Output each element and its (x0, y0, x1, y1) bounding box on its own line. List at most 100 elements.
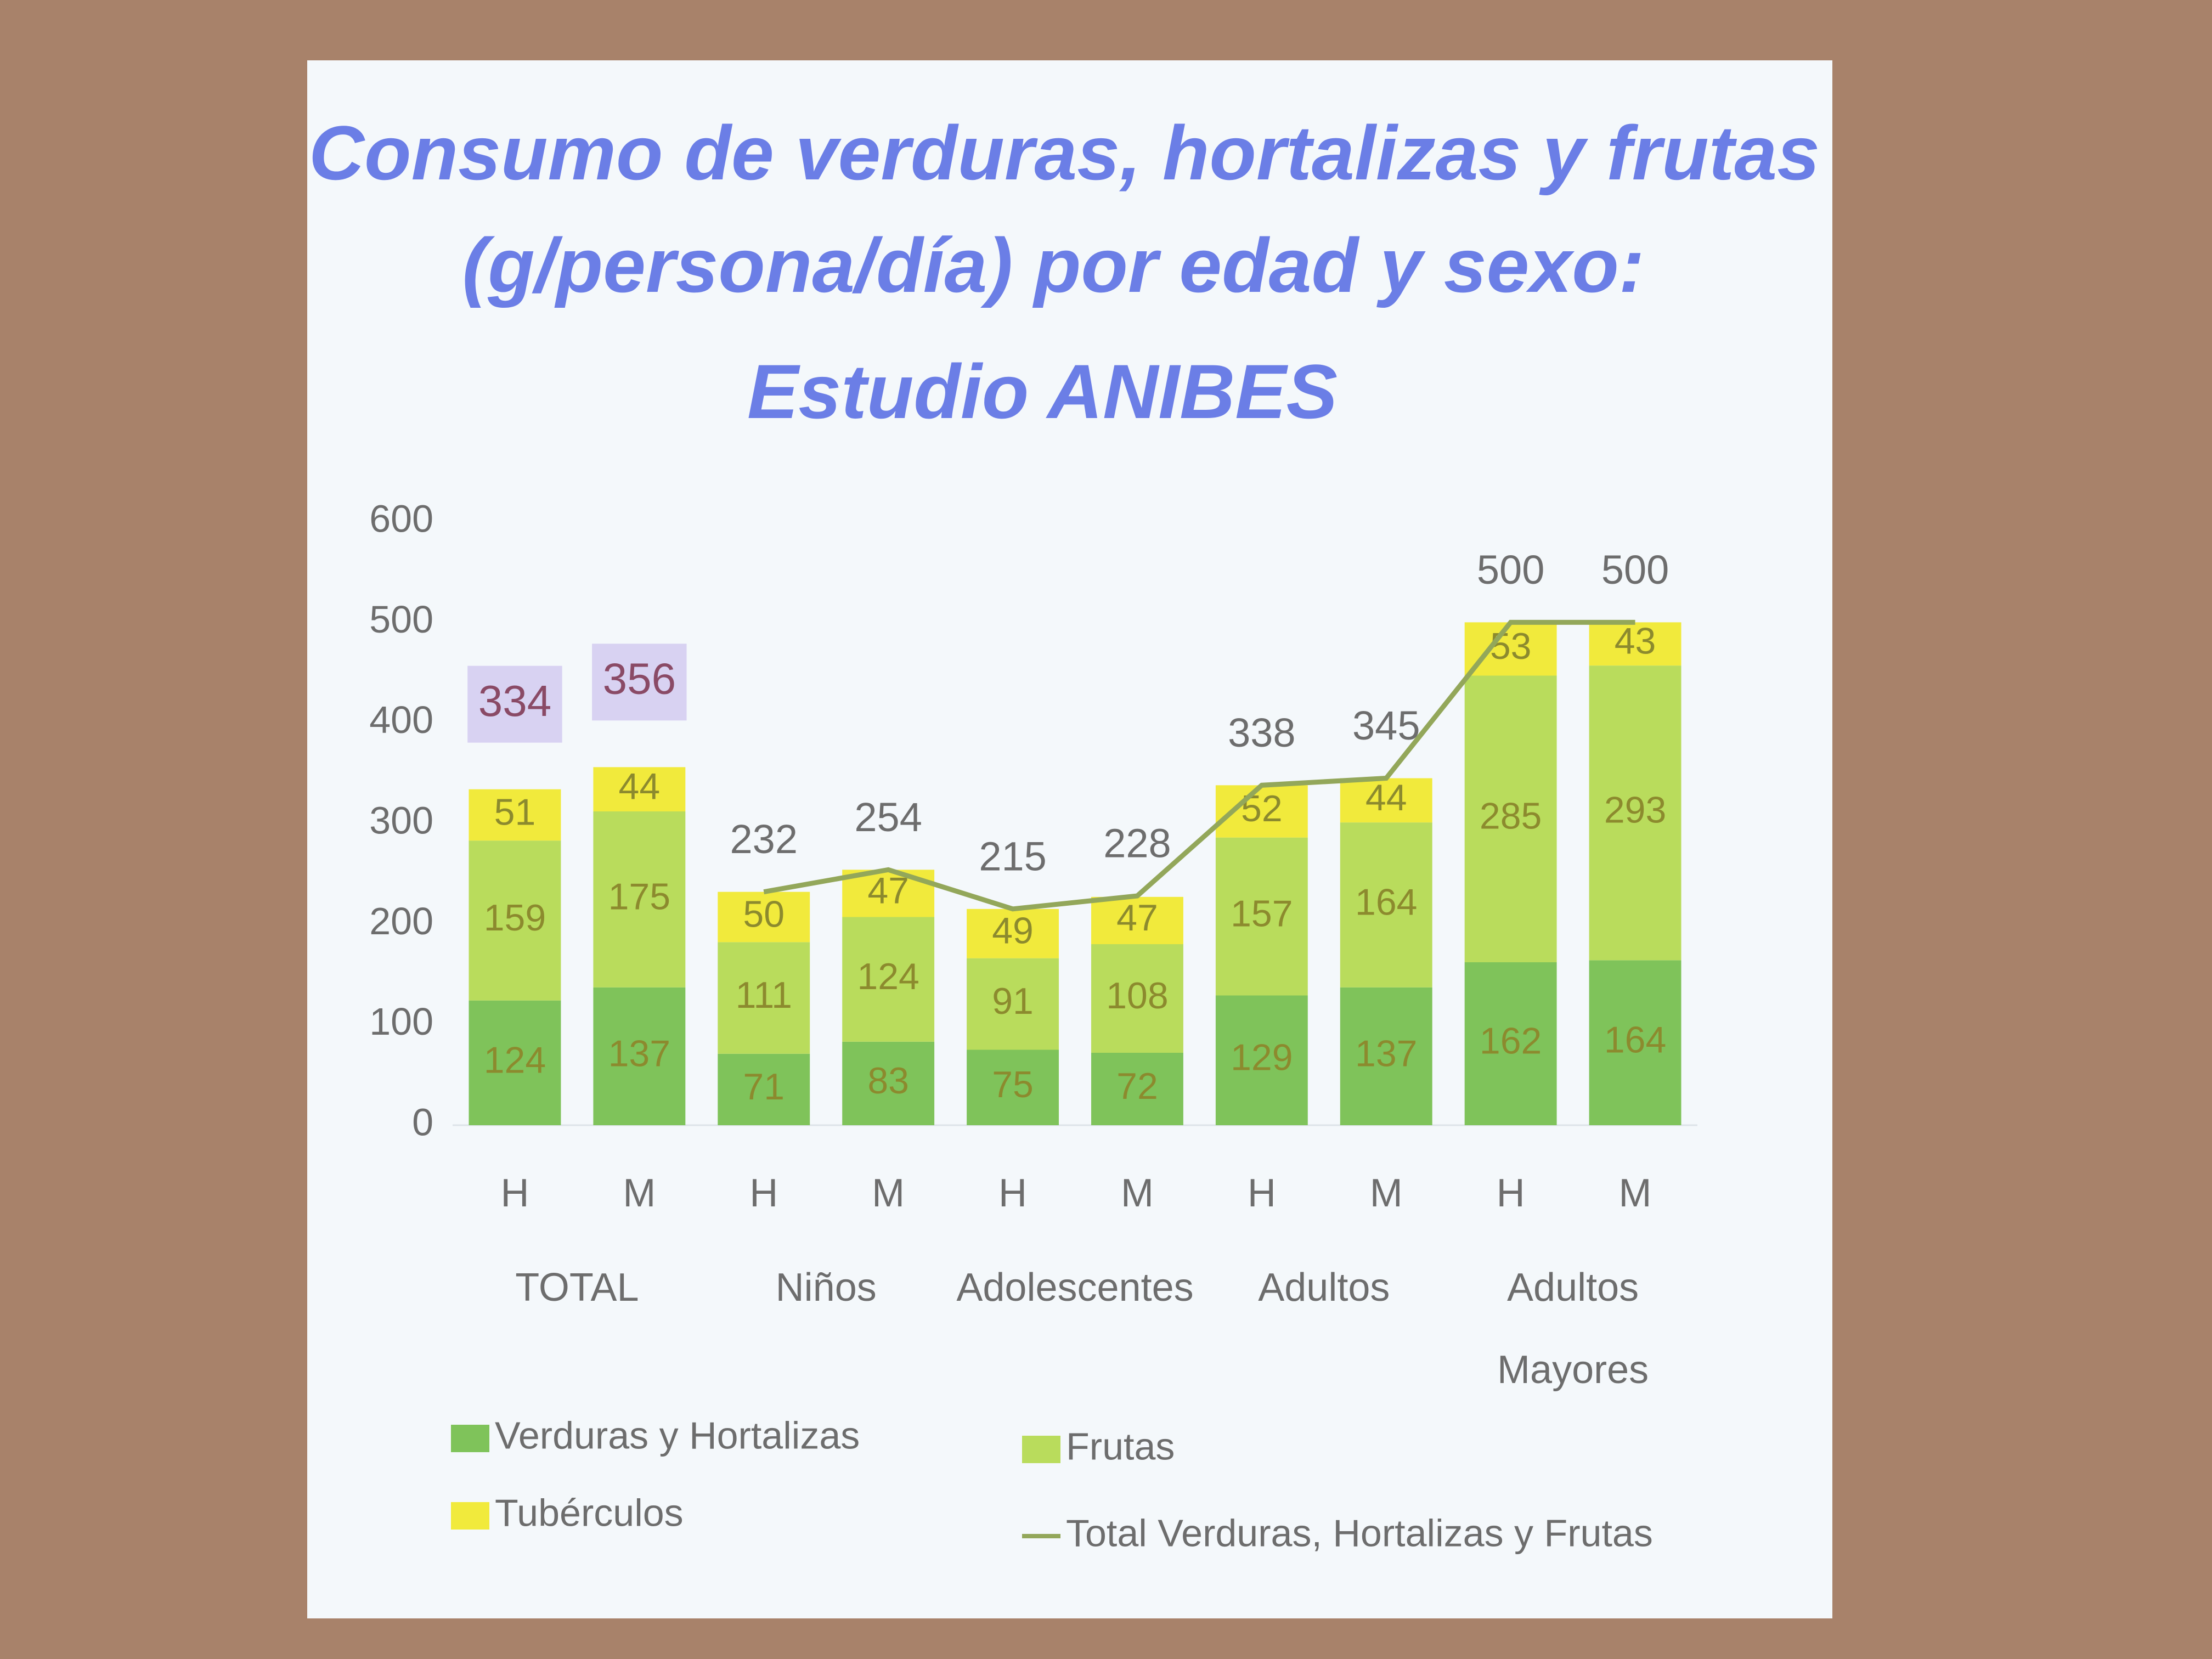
bar-segment (718, 942, 810, 1054)
data-label: 137 (608, 1032, 670, 1074)
data-label: 124 (857, 956, 919, 997)
bar-segment (469, 789, 561, 841)
data-label: 72 (1116, 1065, 1158, 1107)
chart-title: (g/persona/día) por edad y sexo: (462, 222, 1645, 308)
total-box (467, 665, 562, 743)
bar-segment (1215, 837, 1308, 996)
bar-segment (718, 891, 810, 943)
bar-segment (1464, 675, 1557, 962)
group-label: Adolescentes (956, 1266, 1193, 1310)
x-tick-label: H (1248, 1171, 1276, 1215)
data-label: 164 (1355, 881, 1417, 923)
x-tick-label: M (872, 1171, 905, 1215)
line-label: 345 (1352, 703, 1420, 748)
bar-segment (1589, 960, 1681, 1125)
bar-segment (1091, 944, 1183, 1053)
group-label: Niños (776, 1266, 877, 1310)
data-label: 108 (1106, 975, 1168, 1017)
y-tick-label: 0 (412, 1101, 433, 1143)
data-label: 164 (1604, 1019, 1666, 1061)
data-label: 75 (992, 1064, 1034, 1105)
y-tick-label: 300 (369, 799, 433, 842)
bar-segment (1091, 1053, 1183, 1125)
legend-label: Total Verduras, Hortalizas y Frutas (1066, 1511, 1653, 1554)
data-label: 157 (1231, 893, 1293, 935)
line-label: 500 (1477, 547, 1544, 592)
bar-segment (1464, 622, 1557, 676)
line-label: 500 (1601, 547, 1669, 592)
legend-swatch (1022, 1436, 1060, 1463)
data-label: 91 (992, 980, 1034, 1022)
data-label: 71 (743, 1066, 785, 1108)
total-label: 334 (478, 676, 551, 725)
chart-title: Consumo de verduras, hortalizas y frutas (309, 110, 1820, 196)
x-tick-label: H (749, 1171, 778, 1215)
legend-label: Tubérculos (495, 1491, 684, 1534)
bar-segment (842, 917, 935, 1042)
data-label: 50 (743, 893, 785, 935)
data-label: 47 (1116, 897, 1158, 939)
bar-segment (1589, 665, 1681, 961)
line-label: 215 (979, 833, 1046, 879)
data-label: 137 (1355, 1032, 1417, 1074)
bar-segment (1340, 778, 1432, 823)
line-label: 338 (1228, 710, 1295, 755)
y-tick-label: 100 (369, 1000, 433, 1043)
line-label: 254 (854, 794, 922, 840)
legend-swatch (451, 1502, 489, 1530)
bar-segment (469, 840, 561, 1001)
chart-title: Estudio ANIBES (747, 348, 1338, 435)
data-label: 44 (1365, 777, 1407, 819)
bar-segment (842, 1041, 935, 1125)
bar-segment (1340, 822, 1432, 988)
group-label: Mayores (1497, 1348, 1649, 1392)
bar-segment (1589, 622, 1681, 666)
data-label: 159 (484, 897, 546, 939)
bar-segment (967, 909, 1059, 958)
slide (307, 60, 1832, 1618)
data-label: 51 (494, 791, 536, 833)
data-label: 44 (619, 766, 661, 808)
bar-segment (967, 1049, 1059, 1125)
bar-segment (1091, 896, 1183, 944)
x-tick-label: H (500, 1171, 529, 1215)
line (763, 619, 1635, 912)
data-label: 175 (608, 876, 670, 917)
x-tick-label: M (623, 1171, 656, 1215)
y-tick-label: 600 (369, 497, 433, 540)
data-label: 49 (992, 910, 1034, 952)
bar-segment (967, 958, 1059, 1050)
total-label: 356 (603, 654, 676, 703)
data-label: 162 (1480, 1020, 1542, 1062)
legend-label: Frutas (1066, 1425, 1175, 1468)
line-label: 232 (730, 816, 798, 862)
data-label: 53 (1490, 625, 1532, 667)
group-label: Adultos (1258, 1266, 1390, 1310)
line-label: 228 (1103, 821, 1171, 866)
bar-segment (1215, 995, 1308, 1125)
y-tick-label: 200 (369, 900, 433, 943)
total-box (592, 644, 687, 721)
legend-swatch (451, 1425, 489, 1452)
bar-segment (718, 1053, 810, 1125)
data-label: 293 (1604, 789, 1666, 831)
y-tick-label: 400 (369, 698, 433, 741)
x-tick-label: M (1619, 1171, 1652, 1215)
x-tick-label: H (1497, 1171, 1525, 1215)
bar-segment (593, 767, 686, 811)
bar-segment (469, 1000, 561, 1125)
group-label: Adultos (1507, 1266, 1639, 1310)
data-label: 52 (1241, 788, 1283, 830)
x-tick-label: M (1121, 1171, 1154, 1215)
bar-segment (1340, 987, 1432, 1125)
data-label: 83 (867, 1060, 909, 1102)
bar-segment (1464, 962, 1557, 1125)
data-label: 111 (736, 974, 792, 1016)
data-label: 124 (484, 1039, 546, 1081)
data-label: 43 (1615, 620, 1656, 662)
data-label: 47 (867, 870, 909, 911)
data-label: 129 (1231, 1037, 1293, 1079)
bar-segment (593, 811, 686, 988)
x-tick-label: H (998, 1171, 1027, 1215)
